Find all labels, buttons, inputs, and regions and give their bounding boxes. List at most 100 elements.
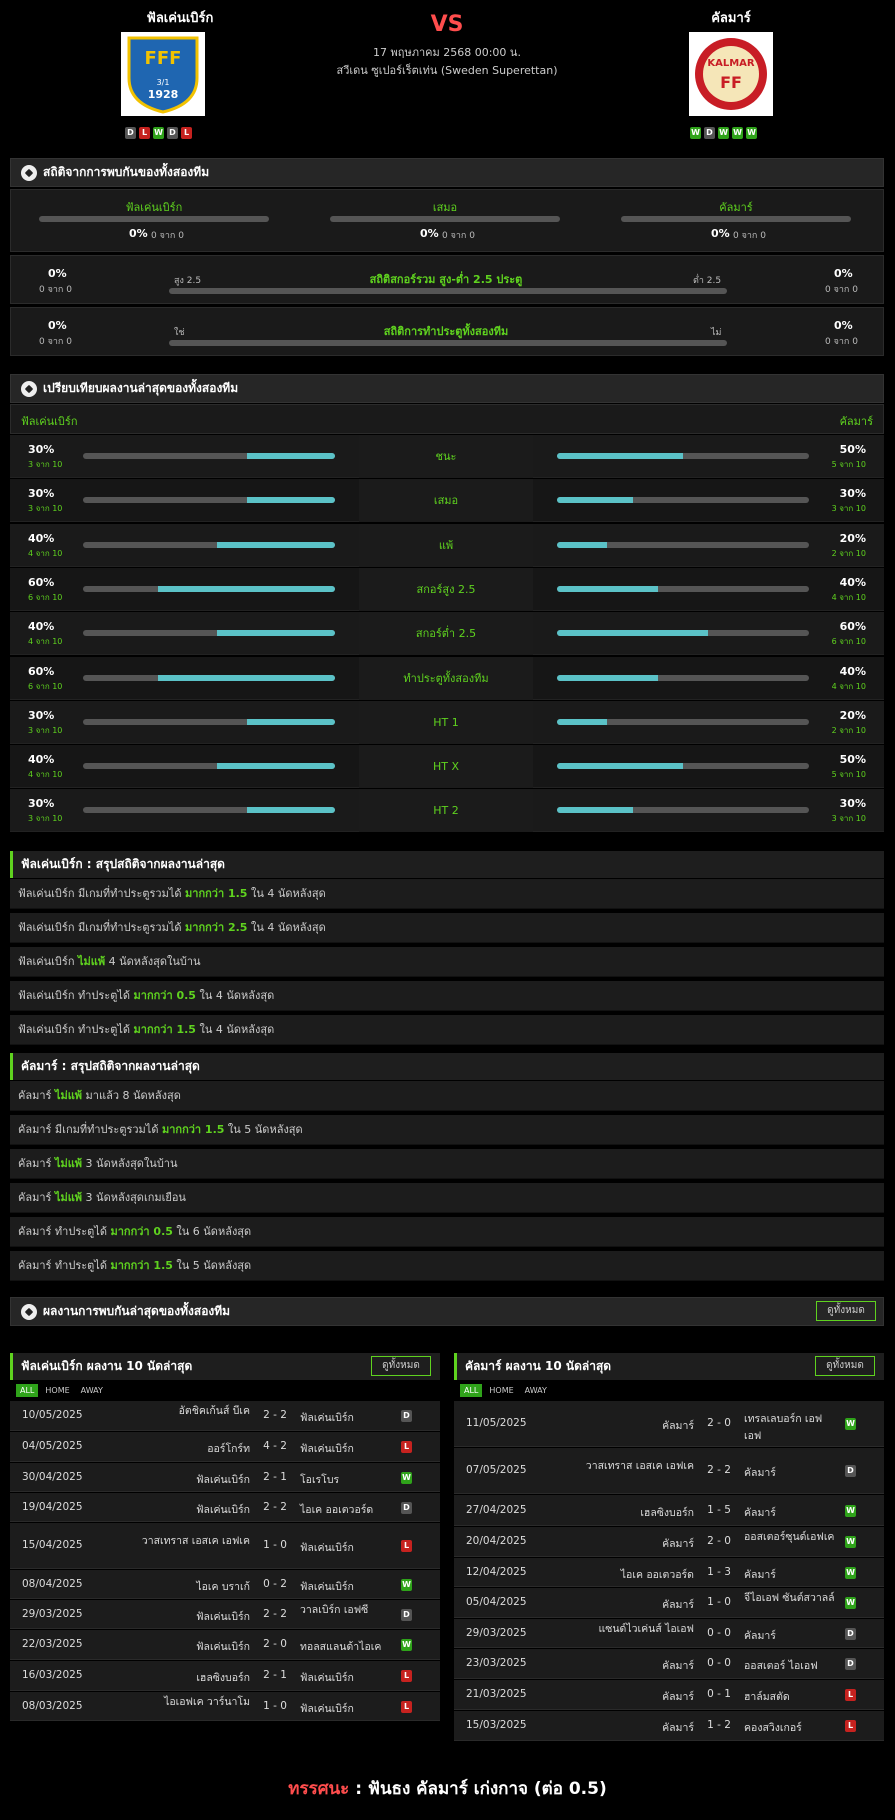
tab-away[interactable]: AWAY bbox=[524, 1386, 547, 1395]
match-row[interactable]: 19/04/2025 ฟัลเค่นเบิร์ก 2 - 2 ไอเค ออเตวอร… bbox=[10, 1493, 440, 1522]
match-row[interactable]: 16/03/2025 เฮลซิงบอร์ก 2 - 1 ฟัลเค่นเบิร์ก L bbox=[10, 1661, 440, 1691]
summary-text: ใน 6 นัดหลังสุด bbox=[172, 1225, 252, 1238]
h2h-view-all-button[interactable]: ดูทั้งหมด bbox=[816, 1301, 876, 1321]
home-pct: 60% bbox=[28, 664, 55, 678]
match-row[interactable]: 15/03/2025 คัลมาร์ 1 - 2 คองสวิงเกอร์ L bbox=[454, 1711, 884, 1741]
away-bar-fill bbox=[557, 585, 658, 592]
summary-highlight: มากกว่า 2.5 bbox=[185, 921, 248, 934]
match-row[interactable]: 04/05/2025 ออร์โกร์ท 4 - 2 ฟัลเค่นเบิร์ก L bbox=[10, 1432, 440, 1462]
away-team-name[interactable]: คัลมาร์ bbox=[711, 11, 751, 26]
match-home: คัลมาร์ bbox=[662, 1691, 694, 1703]
home-team-logo[interactable]: FFF 3/1 1928 bbox=[121, 32, 205, 116]
summary-text: ฟัลเค่นเบิร์ก ทำประตูได้ bbox=[18, 989, 134, 1002]
match-row[interactable]: 08/03/2025 ไอเอฟเค วาร์นาโม 1 - 0 ฟัลเค่นเบ… bbox=[10, 1692, 440, 1721]
away-bar-fill bbox=[557, 541, 608, 548]
match-result-badge: L bbox=[845, 1689, 856, 1701]
h2h-col-pct: 0% bbox=[129, 227, 148, 240]
summary-row: คัลมาร์ ทำประตูได้ มากกว่า 0.5 ใน 6 นัดห… bbox=[10, 1217, 884, 1247]
compare-row: 30% 3 จาก 10 ชนะ 50% 5 จาก 10 bbox=[10, 435, 884, 478]
match-away: คัลมาร์ bbox=[744, 1467, 776, 1479]
match-row[interactable]: 10/05/2025 อัตชิคเก้นส์ บีเค 2 - 2 ฟัลเค่นเ… bbox=[10, 1401, 440, 1431]
match-away: ไอเค ออเตวอร์ด bbox=[300, 1503, 374, 1516]
match-score: 2 - 0 bbox=[707, 1535, 731, 1547]
match-home: ไอเค บราเก้ bbox=[196, 1580, 250, 1593]
away-pct: 20% bbox=[839, 708, 866, 722]
home-view-all-button[interactable]: ดูทั้งหมด bbox=[371, 1356, 431, 1376]
match-row[interactable]: 27/04/2025 เฮลซิงบอร์ก 1 - 5 คัลมาร์ W bbox=[454, 1495, 884, 1526]
home-team-name[interactable]: ฟัลเค่นเบิร์ก bbox=[146, 11, 214, 26]
match-result-badge: W bbox=[845, 1504, 856, 1517]
match-row[interactable]: 23/03/2025 คัลมาร์ 0 - 0 ออสเตอร์ ไอเอฟ D bbox=[454, 1649, 884, 1679]
away-sub: 3 จาก 10 bbox=[831, 504, 866, 514]
compare-label: ทำประตูทั้งสองทีม bbox=[359, 656, 533, 700]
match-result-badge: D bbox=[401, 1410, 412, 1422]
match-date: 08/03/2025 bbox=[22, 1699, 83, 1712]
match-home: ฟัลเค่นเบิร์ก bbox=[196, 1641, 250, 1653]
btts-no-pct: 0% bbox=[834, 319, 853, 332]
home-pct: 30% bbox=[28, 443, 55, 456]
away-view-all-button[interactable]: ดูทั้งหมด bbox=[815, 1356, 875, 1376]
match-row[interactable]: 11/05/2025 คัลมาร์ 2 - 0 เทรลเลบอร์ก เอฟ เอ… bbox=[454, 1401, 884, 1447]
match-row[interactable]: 08/04/2025 ไอเค บราเก้ 0 - 2 ฟัลเค่นเบิร์ก W bbox=[10, 1570, 440, 1599]
match-away: วาลเบิร์ก เอฟซี bbox=[300, 1603, 369, 1616]
tab-all[interactable]: ALL bbox=[460, 1384, 483, 1397]
summary-text: ใน 4 นัดหลังสุด bbox=[195, 989, 275, 1002]
home-bar bbox=[83, 630, 335, 637]
under-pct: 0% bbox=[834, 267, 853, 280]
h2h-col-sub: 0 จาก 0 bbox=[442, 231, 475, 241]
tab-home[interactable]: HOME bbox=[45, 1386, 70, 1395]
home-filter-tabs: ALL HOME AWAY bbox=[16, 1384, 107, 1397]
match-row[interactable]: 15/04/2025 วาสเทราส เอสเค เอฟเค 1 - 0 ฟัลเค… bbox=[10, 1523, 440, 1569]
home-sub: 6 จาก 10 bbox=[28, 592, 63, 602]
tab-home[interactable]: HOME bbox=[489, 1386, 514, 1395]
match-date: 10/05/2025 bbox=[22, 1409, 83, 1421]
match-result-badge: L bbox=[401, 1441, 412, 1453]
match-away: ฟัลเค่นเบิร์ก bbox=[300, 1443, 354, 1455]
summary-highlight: ไม่แพ้ bbox=[54, 1191, 83, 1204]
match-home: อัตชิคเก้นส์ บีเค bbox=[178, 1405, 250, 1417]
compare-row: 60% 6 จาก 10 ทำประตูทั้งสองทีม 40% 4 จาก 10 bbox=[10, 656, 884, 700]
match-row[interactable]: 30/04/2025 ฟัลเค่นเบิร์ก 2 - 1 โอเรโบร W bbox=[10, 1463, 440, 1492]
match-row[interactable]: 22/03/2025 ฟัลเค่นเบิร์ก 2 - 0 ทอลสแลนด้าไอ… bbox=[10, 1630, 440, 1660]
match-score: 2 - 0 bbox=[707, 1417, 731, 1429]
btts-panel: 0% 0 จาก 0 ใช่ สถิติการทำประตูทั้งสองทีม… bbox=[10, 307, 884, 356]
tab-away[interactable]: AWAY bbox=[80, 1386, 103, 1395]
h2h-col-bar bbox=[330, 216, 560, 222]
summary-text: คัลมาร์ ทำประตูได้ bbox=[18, 1225, 111, 1238]
away-bar bbox=[557, 541, 809, 548]
away-bar bbox=[557, 718, 809, 725]
home-last10-header: ฟัลเค่นเบิร์ก ผลงาน 10 นัดล่าสุด bbox=[10, 1353, 440, 1380]
match-result-badge: D bbox=[401, 1608, 412, 1621]
match-row[interactable]: 07/05/2025 วาสเทราส เอสเค เอฟเค 2 - 2 คัลมา… bbox=[454, 1448, 884, 1494]
h2h-stats-panel: ฟัลเค่นเบิร์ก 0% 0 จาก 0 เสมอ 0% 0 จาก 0 คัลมา… bbox=[10, 189, 884, 252]
form-badge: D bbox=[704, 127, 715, 139]
svg-text:1928: 1928 bbox=[148, 88, 179, 101]
tab-all[interactable]: ALL bbox=[16, 1384, 39, 1397]
match-result-badge: L bbox=[401, 1700, 412, 1713]
league-name[interactable]: สวีเดน ซูเปอร์เร็ตเท่น (Sweden Superetta… bbox=[336, 64, 558, 77]
soccer-ball-icon bbox=[21, 1303, 37, 1320]
match-home: เฮลซิงบอร์ก bbox=[196, 1672, 250, 1684]
away-bar-fill bbox=[557, 807, 633, 814]
btts-yes-pct: 0% bbox=[48, 319, 67, 332]
match-row[interactable]: 29/03/2025 แซนด์ไวเค่นส์ ไอเอฟ 0 - 0 คัลมาร… bbox=[454, 1619, 884, 1648]
soccer-ball-icon bbox=[21, 164, 37, 181]
away-team-logo[interactable]: KALMAR FF bbox=[689, 32, 773, 116]
home-bar-fill bbox=[158, 585, 335, 592]
match-away: โอเรโบร bbox=[300, 1473, 340, 1486]
match-row[interactable]: 29/03/2025 ฟัลเค่นเบิร์ก 2 - 2 วาลเบิร์ก เอ… bbox=[10, 1600, 440, 1629]
btts-bar bbox=[169, 340, 727, 346]
compare-label: สกอร์ต่ำ 2.5 bbox=[359, 612, 533, 656]
away-pct: 30% bbox=[839, 797, 866, 811]
over-under-bar bbox=[169, 288, 727, 294]
match-row[interactable]: 05/04/2025 คัลมาร์ 1 - 0 จีไอเอฟ ซันต์สวาลล… bbox=[454, 1588, 884, 1618]
summary-row: ฟัลเค่นเบิร์ก ไม่แพ้ 4 นัดหลังสุดในบ้าน bbox=[10, 947, 884, 977]
match-row[interactable]: 12/04/2025 ไอเค ออเตวอร์ด 1 - 3 คัลมาร์ W bbox=[454, 1558, 884, 1587]
match-date: 21/03/2025 bbox=[466, 1688, 527, 1700]
match-result-badge: W bbox=[401, 1471, 412, 1484]
match-row[interactable]: 20/04/2025 คัลมาร์ 2 - 0 ออสเตอร์ซุนด์เอฟเค… bbox=[454, 1527, 884, 1557]
match-row[interactable]: 21/03/2025 คัลมาร์ 0 - 1 ฮาล์มสตัด L bbox=[454, 1680, 884, 1710]
away-bar-fill bbox=[557, 630, 709, 637]
summary-text: 4 นัดหลังสุดในบ้าน bbox=[105, 955, 201, 968]
